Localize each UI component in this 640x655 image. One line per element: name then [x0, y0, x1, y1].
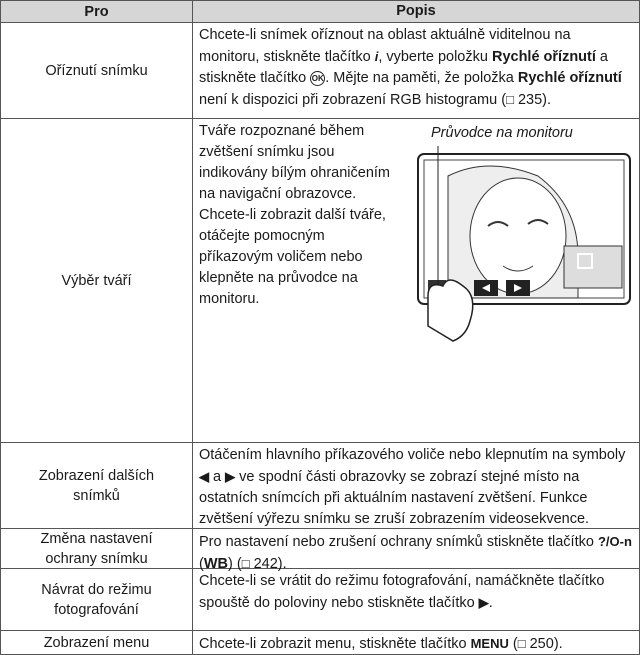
header-cell: Popis [193, 1, 640, 22]
icon: ?/O-n [597, 534, 632, 549]
description-text: Chcete-li se vrátit do režimu fotografov… [199, 571, 633, 614]
header-row: Pro Popis [1, 1, 640, 23]
text-run: Chcete-li se vrátit do režimu fotografov… [199, 573, 605, 611]
caption: Průvodce na monitoru [431, 125, 573, 141]
text-run: 235). [513, 92, 552, 108]
icon: ▶ [225, 469, 236, 484]
icon: ▶ [478, 595, 489, 610]
table-row: Změna nastavení ochrany snímku Pro nastav… [1, 529, 640, 572]
text-run: Chcete-li snímek oříznout na oblast aktu… [199, 27, 571, 65]
icon: □ [241, 556, 250, 571]
text-run: ( [199, 556, 204, 572]
row-label: Návrat do režimu fotografování [1, 569, 193, 630]
icon: ◀ [199, 469, 209, 484]
text-run: , vyberte položku [378, 49, 492, 65]
text-run: ( [508, 636, 518, 652]
description-text: Chcete-li zobrazit menu, stiskněte tlačí… [199, 633, 633, 655]
icon: □ [506, 92, 514, 107]
text-run: 242). [249, 556, 287, 572]
text-run: a stiskněte tlačítko [199, 49, 608, 86]
text-run: Otáčením hlavního příkazového voliče neb… [199, 447, 626, 463]
text-run: není k dispozici při zobrazení RGB histo… [199, 92, 507, 108]
table-row: Výběr tváří Tváře rozpoznané během zvětše… [1, 119, 640, 443]
row-description: Chcete-li snímek oříznout na oblast aktu… [193, 23, 640, 118]
text-run: . Mějte na paměti, že položka [325, 70, 518, 86]
description-text: Tváře rozpoznané během zvětšení snímku j… [199, 121, 399, 310]
text-run: ve spodní části obrazovky se zobrazí ste… [199, 469, 590, 527]
row-description: Chcete-li zobrazit menu, stiskněte tlačí… [193, 631, 640, 654]
header-cell: Pro [1, 1, 193, 22]
row-description: Otáčením hlavního příkazového voliče neb… [193, 443, 640, 528]
text-run: Pro nastavení nebo zrušení ochrany snímk… [199, 534, 598, 550]
icon: MENU [470, 636, 509, 651]
text-run: Tváře rozpoznané během zvětšení snímku j… [199, 123, 391, 307]
table-row: Návrat do režimu fotografování Chcete-li … [1, 569, 640, 631]
row-description: Tváře rozpoznané během zvětšení snímku j… [193, 119, 640, 442]
icon: OK [310, 71, 326, 86]
table-row: Oříznutí snímku Chcete-li snímek oříznout… [1, 23, 640, 119]
text-run: ) ( [228, 556, 242, 572]
text-run: Chcete-li zobrazit menu, stiskněte tlačí… [199, 636, 471, 652]
description-text: Otáčením hlavního příkazového voliče neb… [199, 445, 633, 530]
illustration [417, 146, 631, 342]
icon: □ [517, 636, 526, 651]
row-label: Oříznutí snímku [1, 23, 193, 118]
bold-text: Rychlé oříznutí [517, 70, 622, 86]
table-row: Zobrazení dalších snímků Otáčením hlavníh… [1, 443, 640, 529]
bold-text: WB [203, 556, 229, 572]
row-label: Zobrazení dalších snímků [1, 443, 193, 528]
row-description: Pro nastavení nebo zrušení ochrany snímk… [193, 529, 640, 572]
row-description: Chcete-li se vrátit do režimu fotografov… [193, 569, 640, 630]
table-row: Zobrazení menu Chcete-li zobrazit menu, s… [1, 631, 640, 655]
bold-text: Rychlé oříznutí [491, 49, 596, 65]
text-run: a [209, 469, 226, 485]
description-text: Chcete-li snímek oříznout na oblast aktu… [199, 25, 633, 111]
row-label: Výběr tváří [1, 119, 193, 442]
row-label: Zobrazení menu [1, 631, 193, 654]
row-label: Změna nastavení ochrany snímku [1, 529, 193, 568]
icon: i [374, 49, 379, 64]
text-run: 250). [525, 636, 563, 652]
text-run: . [488, 595, 493, 611]
description-text: Pro nastavení nebo zrušení ochrany snímk… [199, 531, 633, 575]
